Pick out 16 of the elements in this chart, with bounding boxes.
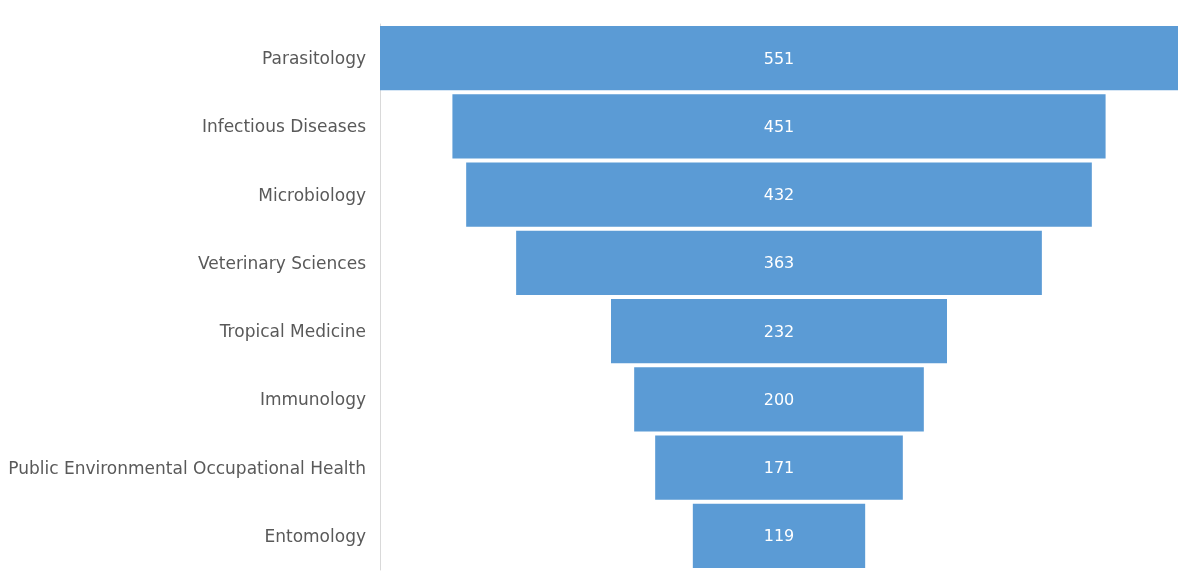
category-label: Veterinary Sciences <box>197 252 367 273</box>
category-label: Microbiology <box>258 184 366 205</box>
data-label: 363 <box>763 253 795 273</box>
data-label: 119 <box>763 526 795 546</box>
category-label: Parasitology <box>262 48 366 69</box>
data-label: 432 <box>763 185 795 205</box>
data-label: 200 <box>763 389 795 409</box>
category-label: Infectious Diseases <box>201 116 367 137</box>
category-label: Public Environmental Occupational Health <box>8 457 366 478</box>
category-label: Tropical Medicine <box>218 321 366 342</box>
data-label: 232 <box>763 321 795 341</box>
data-label: 171 <box>763 458 795 478</box>
category-label: Immunology <box>259 389 366 410</box>
category-label: Entomology <box>264 525 366 546</box>
data-label: 451 <box>763 116 795 136</box>
data-label: 551 <box>763 48 795 68</box>
